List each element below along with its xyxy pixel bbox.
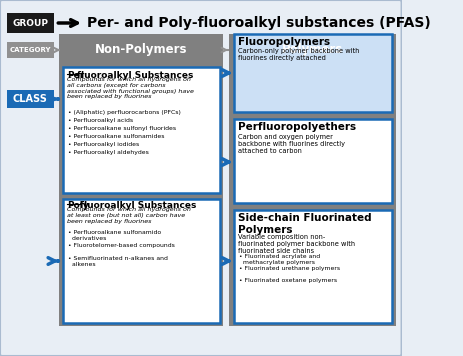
Text: • Perfluoroalkane sulfonyl fluorides: • Perfluoroalkane sulfonyl fluorides: [67, 126, 175, 131]
Text: • Perfluoroalkyl iodides: • Perfluoroalkyl iodides: [67, 142, 138, 147]
Text: Poly: Poly: [67, 201, 88, 210]
Text: Polymers: Polymers: [281, 43, 342, 57]
Text: Per- and Poly-fluoroalkyl substances (PFAS): Per- and Poly-fluoroalkyl substances (PF…: [87, 16, 430, 30]
FancyBboxPatch shape: [7, 42, 54, 58]
Text: • Fluorotelomer-based compounds: • Fluorotelomer-based compounds: [67, 243, 174, 248]
FancyBboxPatch shape: [233, 119, 391, 203]
Text: Perfluoropolyethers: Perfluoropolyethers: [238, 122, 356, 132]
Text: • Fluorinated oxetane polymers: • Fluorinated oxetane polymers: [238, 278, 336, 283]
Text: Variable composition non-
fluorinated polymer backbone with
fluorinated side cha: Variable composition non- fluorinated po…: [238, 234, 354, 254]
Text: fluoroalkyl Substances: fluoroalkyl Substances: [77, 71, 193, 80]
FancyBboxPatch shape: [59, 34, 223, 326]
Text: GROUP: GROUP: [12, 19, 48, 27]
Text: • Perfluoroalkyl acids: • Perfluoroalkyl acids: [67, 118, 132, 123]
Text: Side-chain Fluorinated
Polymers: Side-chain Fluorinated Polymers: [238, 213, 371, 235]
Text: • Fluorinated urethane polymers: • Fluorinated urethane polymers: [238, 266, 339, 271]
FancyBboxPatch shape: [7, 13, 54, 33]
FancyBboxPatch shape: [233, 34, 391, 112]
Text: Non-Polymers: Non-Polymers: [94, 43, 187, 57]
Text: • Semifluorinated n-alkanes and
  alkenes: • Semifluorinated n-alkanes and alkenes: [67, 256, 167, 267]
FancyBboxPatch shape: [7, 90, 54, 108]
Text: • Fluorinated acrylate and
  methacrylate polymers: • Fluorinated acrylate and methacrylate …: [238, 254, 319, 265]
Text: • Perfluoroalkane sulfonamides: • Perfluoroalkane sulfonamides: [67, 134, 163, 139]
Text: • (Aliphatic) perfluorocarbons (PFCs): • (Aliphatic) perfluorocarbons (PFCs): [67, 110, 180, 115]
FancyBboxPatch shape: [0, 0, 400, 356]
FancyBboxPatch shape: [229, 34, 395, 326]
Text: Compounds for which all hydrogens on
all carbons (except for carbons
associated : Compounds for which all hydrogens on all…: [67, 77, 193, 99]
Text: CLASS: CLASS: [13, 94, 48, 104]
FancyBboxPatch shape: [233, 210, 391, 323]
FancyBboxPatch shape: [63, 67, 219, 193]
Text: CATEGORY: CATEGORY: [10, 47, 51, 53]
Text: Compounds for which all hydrogens on
at least one (but not all) carbon have
been: Compounds for which all hydrogens on at …: [67, 207, 190, 224]
Text: • Perfluoroalkyl aldehydes: • Perfluoroalkyl aldehydes: [67, 150, 148, 155]
Text: fluoroalkyl Substances: fluoroalkyl Substances: [80, 201, 196, 210]
Text: Carbon and oxygen polymer
backbone with fluorines directly
attached to carbon: Carbon and oxygen polymer backbone with …: [238, 134, 344, 154]
Text: Per: Per: [67, 71, 84, 80]
Text: Fluoropolymers: Fluoropolymers: [238, 37, 329, 47]
Text: • Perfluoroalkane sulfonamido
  derivatives: • Perfluoroalkane sulfonamido derivative…: [67, 230, 160, 241]
Text: Carbon-only polymer backbone with
fluorines directly attached: Carbon-only polymer backbone with fluori…: [238, 48, 359, 61]
FancyBboxPatch shape: [63, 199, 219, 323]
